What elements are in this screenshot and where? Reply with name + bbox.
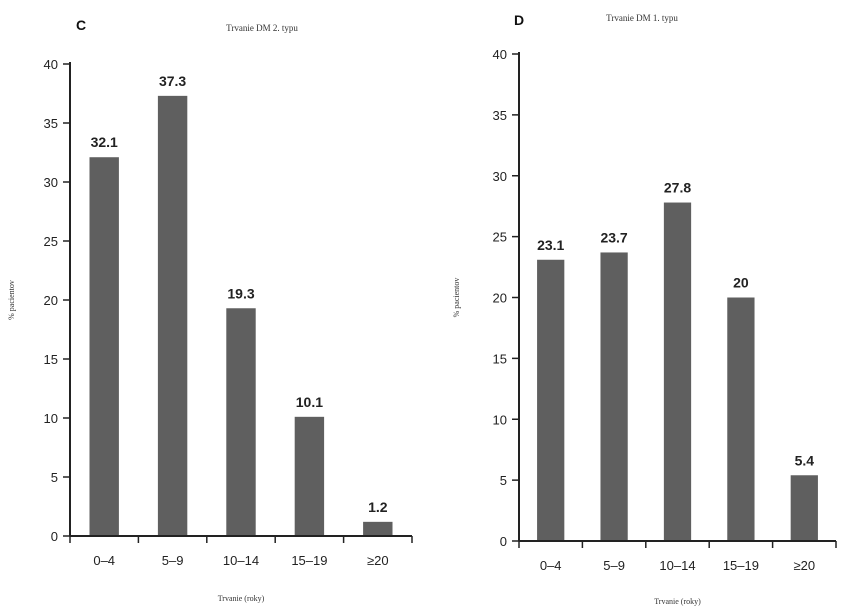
bar (600, 252, 628, 541)
data-label: 19.3 (227, 285, 254, 301)
x-tick-label: 0–4 (540, 558, 562, 573)
y-axis-label: % pacientov (7, 280, 16, 320)
y-axis-label: % pacientov (452, 278, 461, 318)
chart-title: Trvanie DM 2. typu (226, 23, 298, 33)
y-tick-label: 10 (44, 411, 58, 426)
y-tick-label: 20 (493, 291, 507, 306)
bar (89, 157, 119, 536)
y-tick-label: 15 (493, 351, 507, 366)
y-tick-label: 0 (51, 529, 58, 544)
y-tick-label: 40 (44, 57, 58, 72)
y-tick-label: 35 (44, 116, 58, 131)
bar (537, 259, 565, 541)
y-tick-label: 25 (493, 230, 507, 245)
data-label: 5.4 (795, 452, 815, 468)
x-tick-label: 5–9 (162, 553, 184, 568)
x-tick-label: 10–14 (659, 558, 695, 573)
data-label: 23.1 (537, 237, 564, 253)
y-tick-label: 10 (493, 412, 507, 427)
y-tick-label: 20 (44, 293, 58, 308)
y-tick-label: 40 (493, 47, 507, 62)
x-tick-label: ≥20 (367, 553, 389, 568)
chart-panel-c: C Trvanie DM 2. typu % pacientov Trvanie (r… (7, 17, 413, 603)
y-tick-label: 35 (493, 108, 507, 123)
chart-title: Trvanie DM 1. typu (606, 13, 678, 23)
y-tick-label: 30 (44, 175, 58, 190)
data-label: 10.1 (296, 394, 323, 410)
data-label: 27.8 (664, 180, 691, 196)
x-tick-label: 0–4 (93, 553, 115, 568)
x-axis-label: Trvanie (roky) (218, 594, 265, 603)
bar (363, 521, 393, 536)
x-tick-label: 15–19 (723, 558, 759, 573)
y-tick-label: 25 (44, 234, 58, 249)
panel-letter: D (514, 12, 524, 28)
bar (790, 475, 818, 541)
bar (294, 416, 325, 536)
y-tick-label: 5 (500, 473, 507, 488)
x-tick-label: 15–19 (291, 553, 327, 568)
data-label: 1.2 (368, 499, 388, 515)
chart-panel-d: D Trvanie DM 1. typu % pacientov Trvanie (r… (452, 12, 837, 606)
bar (663, 202, 692, 541)
bar (727, 297, 755, 541)
bar (157, 95, 188, 537)
x-tick-label: 5–9 (603, 558, 625, 573)
x-tick-label: 10–14 (223, 553, 259, 568)
data-label: 20 (733, 275, 749, 291)
data-label: 37.3 (159, 73, 186, 89)
y-tick-label: 30 (493, 169, 507, 184)
y-tick-label: 15 (44, 352, 58, 367)
data-label: 32.1 (91, 134, 118, 150)
panel-letter: C (76, 17, 86, 33)
y-tick-label: 0 (500, 534, 507, 549)
y-tick-label: 5 (51, 470, 58, 485)
data-label: 23.7 (600, 229, 627, 245)
x-tick-label: ≥20 (793, 558, 815, 573)
bar (226, 308, 256, 536)
x-axis-label: Trvanie (roky) (654, 597, 701, 606)
